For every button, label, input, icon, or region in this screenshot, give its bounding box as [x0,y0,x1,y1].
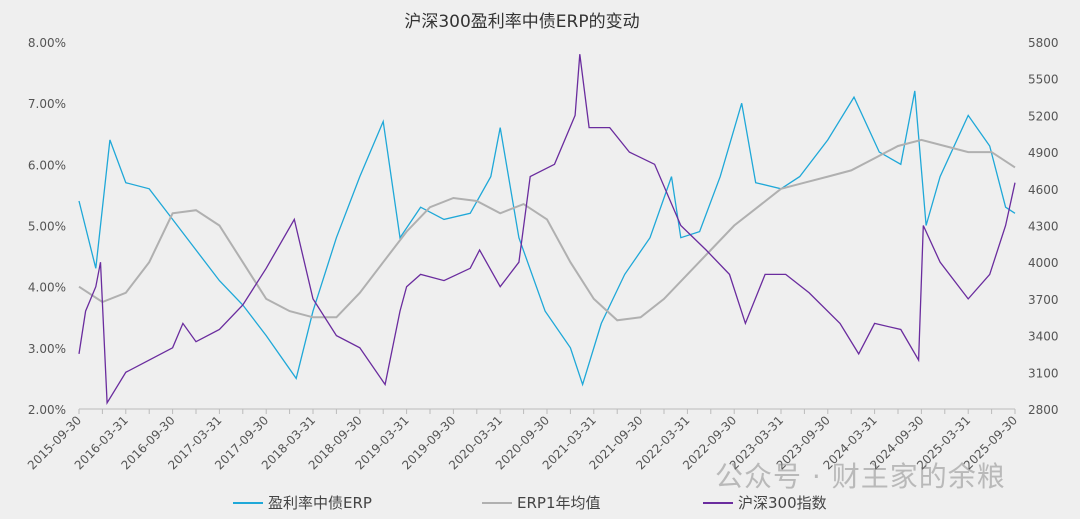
y-left-tick-label: 5.00% [28,220,66,234]
y-right-tick-label: 4000 [1028,256,1059,270]
y-right-tick-label: 4900 [1028,146,1059,160]
y-right-tick-label: 5500 [1028,73,1059,87]
series-lines [78,54,1016,406]
watermark: 公众号 · 财主家的余粮 [715,460,1006,493]
legend-label: ERP1年均值 [517,494,601,512]
y-left-tick-label: 7.00% [28,97,66,111]
y-right-tick-label: 3400 [1028,330,1059,344]
axes: 2.00% 3.00% 4.00% 5.00% 6.00% 7.00% 8.00% 2800 3… [25,36,1059,472]
y-right-tick-label: 5200 [1028,109,1059,123]
y-right-tick-label: 3100 [1028,366,1059,380]
y-right-tick-label: 5800 [1028,36,1059,50]
y-right-tick-label: 4600 [1028,183,1059,197]
series-line-0 [78,90,1016,387]
chart-title: 沪深300盈利率中债ERP的变动 [404,12,639,32]
y-right-tick-label: 4300 [1028,220,1059,234]
legend: 盈利率中债ERP ERP1年均值 沪深300指数 [233,494,827,512]
y-left-tick-label: 6.00% [28,158,66,172]
y-left-tick-label: 3.00% [28,342,66,356]
y-right-tick-label: 3700 [1028,293,1059,307]
y-right-tick-label: 2800 [1028,403,1059,417]
legend-label: 盈利率中债ERP [268,494,372,512]
series-line-1 [78,138,1016,322]
y-left-tick-label: 8.00% [28,36,66,50]
series-line-2 [78,54,1016,406]
y-left-tick-label: 4.00% [28,281,66,295]
y-left-tick-label: 2.00% [28,403,66,417]
legend-label: 沪深300指数 [738,494,827,512]
